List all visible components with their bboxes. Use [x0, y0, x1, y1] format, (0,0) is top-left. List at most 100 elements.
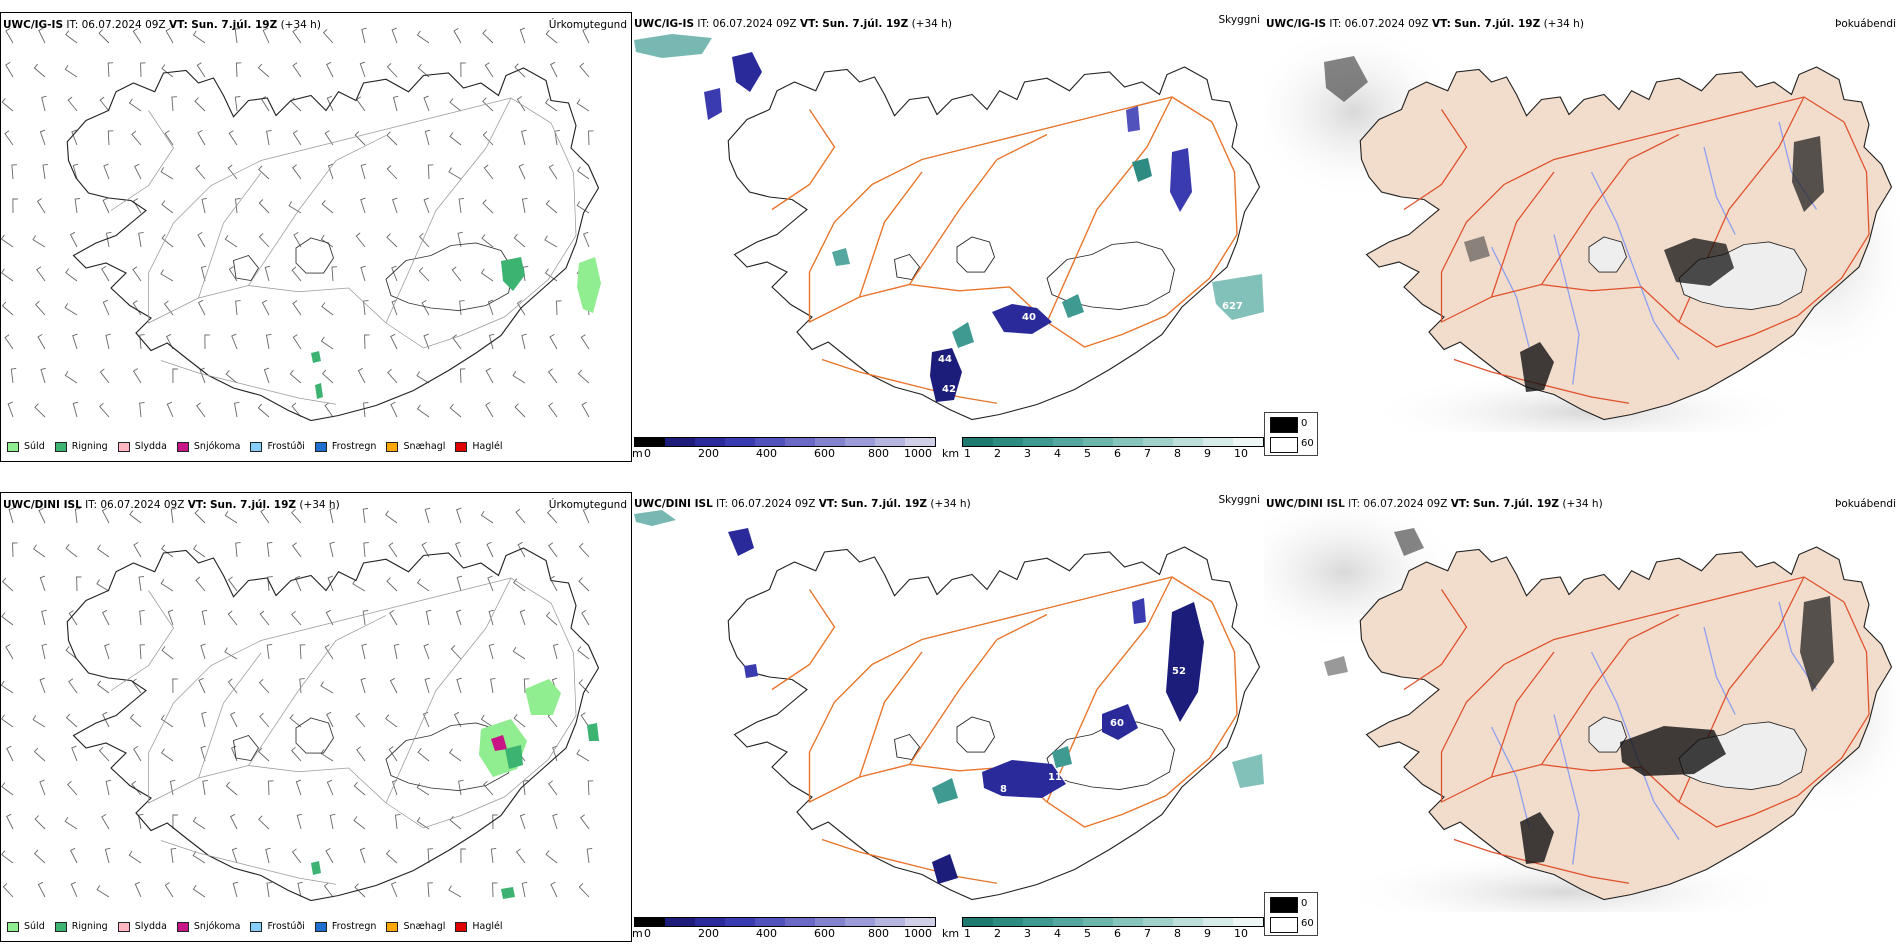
wind-barb-icon: [234, 28, 241, 44]
wind-barb-icon: [391, 27, 398, 44]
visibility-areas: [932, 746, 1072, 804]
wind-barb-icon: [556, 300, 562, 316]
wind-barb-icon: [360, 197, 366, 214]
legend-item: Súld: [7, 441, 45, 452]
legend-item: Haglél: [455, 441, 503, 452]
wind-barb-icon: [264, 265, 271, 282]
wind-barb-icon: [576, 749, 590, 762]
wind-barb-icon: [582, 507, 590, 524]
vis-label: 49: [1148, 702, 1162, 713]
wind-barb-icon: [1, 680, 14, 694]
wind-barb-icon: [231, 333, 238, 350]
wind-barb-icon: [363, 542, 369, 558]
wind-barb-icon: [40, 367, 46, 384]
wind-barb-icon: [65, 544, 78, 558]
wind-barb-icon: [455, 541, 462, 558]
wind-barb-icon: [452, 334, 462, 350]
wind-barb-icon: [427, 848, 433, 864]
wind-barb-icon: [134, 881, 142, 898]
wind-barb-icon: [353, 781, 366, 796]
wind-barb-icon: [320, 336, 334, 350]
wind-barb-icon: [1, 612, 14, 626]
wind-barb-icon: [357, 367, 366, 384]
wind-barb-icon: [161, 646, 174, 660]
wind-barb-icon: [456, 575, 463, 592]
visibility-map: 627 40 44 42: [634, 34, 1264, 421]
wind-barb-icon: [195, 576, 206, 592]
wind-barb-icon: [457, 231, 463, 248]
wind-barb-icon: [294, 575, 302, 592]
wind-barb-icon: [169, 779, 176, 796]
wind-barb-icon: [513, 578, 526, 592]
precip-legend: Súld Rigning Slydda Snjókoma Frostúði Fr…: [7, 441, 503, 452]
wind-barb-icon: [361, 27, 367, 44]
wind-barb-icon: [99, 402, 110, 418]
legend-item: Haglél: [455, 921, 503, 932]
fog-legend-label: 60: [1301, 918, 1314, 929]
wind-barb-icon: [105, 333, 111, 350]
wind-barb-icon: [425, 609, 432, 626]
wind-barb-icon: [320, 749, 334, 762]
vis-label: 52: [1172, 666, 1186, 677]
legend-item: Frostregn: [314, 441, 376, 452]
wind-barb-icon: [98, 29, 110, 44]
tick-label: 200: [698, 927, 719, 940]
wind-barb-icon: [392, 197, 398, 214]
wind-barb-icon: [482, 131, 494, 146]
wind-barb-icon: [267, 576, 273, 592]
wind-barb-icon: [4, 334, 14, 350]
wind-barb-icon: [101, 814, 110, 830]
tick-label: 600: [814, 927, 835, 940]
wind-barb-icon: [483, 164, 494, 180]
wind-barb-icon: [292, 28, 302, 44]
wind-barb-icon: [485, 402, 494, 418]
wind-barb-icon: [387, 368, 398, 384]
fog-swatch-icon: [1270, 917, 1298, 933]
wind-barb-icon: [1, 98, 14, 112]
wind-barb-icon: [545, 611, 558, 626]
wind-barb-icon: [32, 715, 46, 728]
wind-barb-icon: [140, 62, 146, 78]
wind-barb-icon: [297, 881, 303, 898]
ceiling-unit: m: [632, 927, 643, 940]
wind-barb-icon: [453, 711, 462, 728]
wind-barb-icon: [41, 95, 47, 112]
wind-barb-icon: [513, 714, 526, 728]
wind-barb-icon: [291, 848, 302, 864]
wind-barb-icon: [39, 779, 46, 796]
wind-barb-icon: [36, 198, 46, 214]
wind-barb-icon: [417, 748, 430, 762]
wind-barb-icon: [488, 643, 495, 660]
wind-barb-icon: [544, 235, 558, 248]
tick-label: 3: [1024, 447, 1031, 460]
wind-barb-icon: [65, 713, 78, 728]
wind-barb-icon: [490, 677, 496, 694]
swatch-icon: [117, 921, 130, 932]
wind-barb-icon: [580, 712, 590, 728]
wind-barb-icon: [192, 30, 206, 44]
wind-barb-icon: [417, 63, 430, 78]
wind-barb-icon: [388, 542, 398, 558]
wind-barb-icon: [291, 610, 302, 626]
wind-barb-icon: [34, 403, 46, 418]
wind-barb-icon: [36, 266, 46, 282]
wind-barb-icon: [72, 163, 79, 180]
wind-barb-icon: [355, 712, 366, 728]
wind-barb-icon: [160, 167, 174, 180]
wind-barb-icon: [363, 300, 369, 316]
wind-barb-icon: [448, 167, 462, 180]
wind-barb-icon: [488, 609, 495, 626]
wind-barb-icon: [99, 96, 110, 112]
wind-barb-icon: [258, 233, 270, 248]
wind-barb-icon: [228, 130, 238, 146]
wind-barb-icon: [484, 62, 494, 78]
wind-barb-icon: [545, 29, 558, 44]
wind-barb-icon: [235, 542, 241, 558]
wind-barb-icon: [289, 369, 302, 384]
wind-barb-icon: [96, 579, 110, 592]
wind-barb-icon: [227, 576, 238, 592]
fog-swatch-icon: [1270, 417, 1298, 433]
fog-panel-row2: UWC/DINI ISL IT: 06.07.2024 09Z VT: Sun.…: [1264, 492, 1900, 942]
wind-barb-icon: [482, 97, 494, 112]
tick-label: 9: [1204, 447, 1211, 460]
